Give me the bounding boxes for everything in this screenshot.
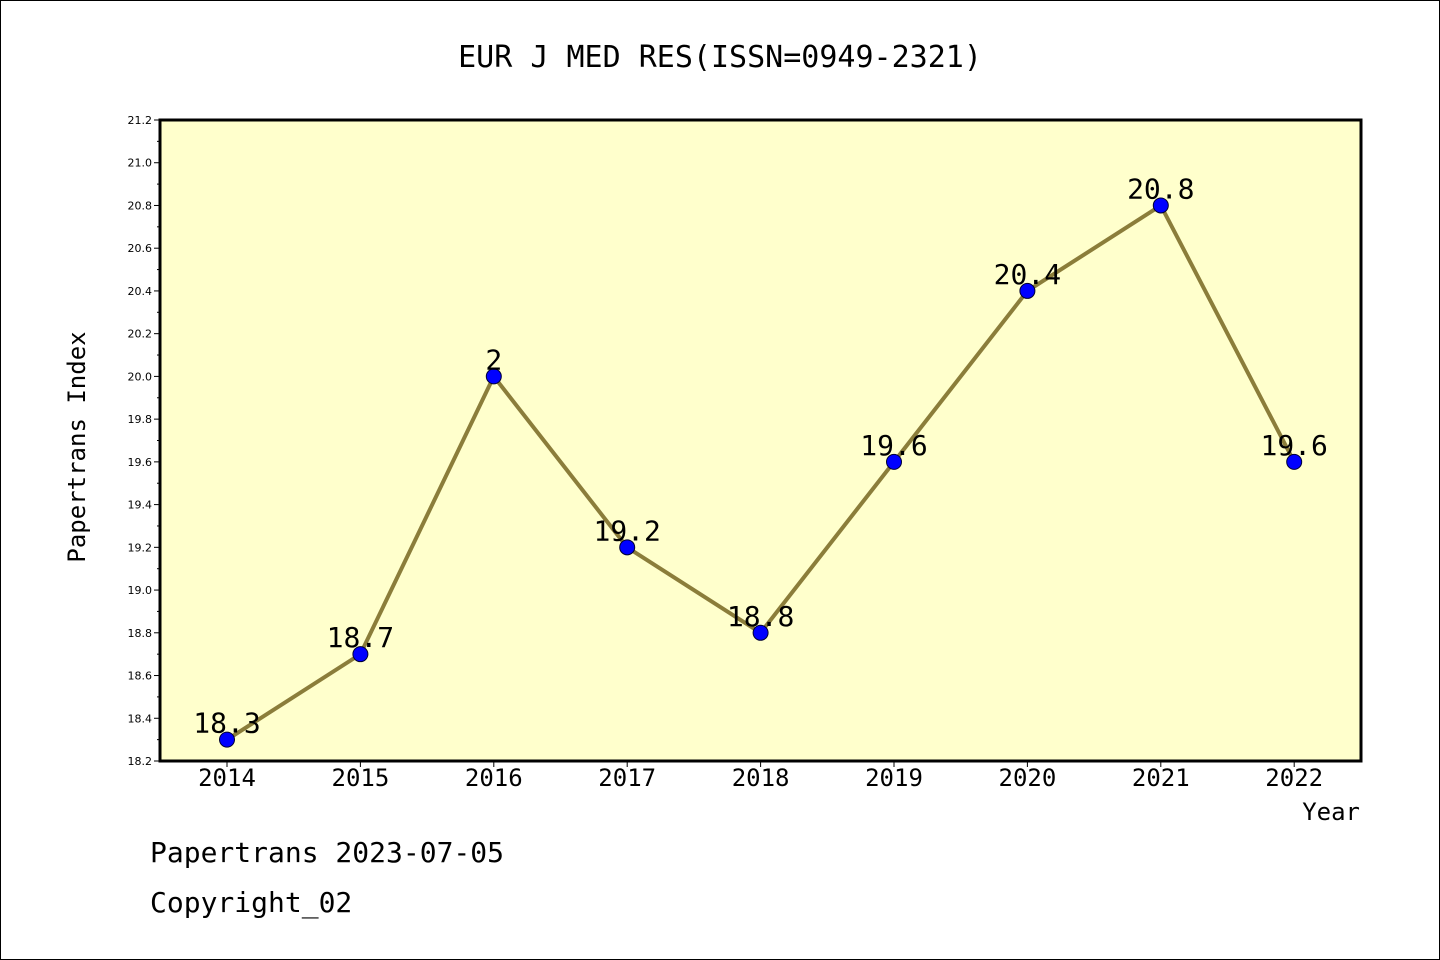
x-tick-label: 2018 xyxy=(732,764,790,792)
data-label: 2 xyxy=(485,343,502,376)
data-label: 18.7 xyxy=(327,621,394,654)
x-tick-label: 2020 xyxy=(999,764,1057,792)
y-tick-label: 19.0 xyxy=(128,584,153,597)
x-tick-label: 2019 xyxy=(865,764,923,792)
x-tick-label: 2015 xyxy=(332,764,390,792)
data-label: 19.2 xyxy=(593,514,660,547)
y-axis: 18.2 18.4 18.6 18.8 19.0 19.2 19.4 19.6 19.8 20.0… xyxy=(128,114,160,768)
data-point-marker xyxy=(1152,197,1169,214)
x-tick-label: 2014 xyxy=(198,764,256,792)
y-tick-label: 19.2 xyxy=(128,541,153,554)
y-tick-label: 19.4 xyxy=(128,499,153,512)
data-label: 20.8 xyxy=(1127,172,1194,205)
data-point-marker xyxy=(619,539,636,556)
x-axis-label: Year xyxy=(1302,798,1360,826)
y-tick-label: 20.2 xyxy=(128,328,153,341)
data-point-marker xyxy=(752,624,769,641)
data-point-marker xyxy=(1286,453,1303,470)
y-tick-label: 19.8 xyxy=(128,413,153,426)
data-point-marker xyxy=(352,646,369,663)
data-point-marker xyxy=(219,731,235,748)
data-point-marker xyxy=(1019,282,1036,299)
y-tick-label: 20.8 xyxy=(128,199,153,212)
y-tick-label: 20.0 xyxy=(128,370,153,383)
data-points xyxy=(219,197,1303,748)
plot-border xyxy=(158,118,1363,763)
data-label: 19.6 xyxy=(860,429,927,462)
data-point-marker xyxy=(886,453,902,470)
data-point-marker xyxy=(485,368,502,385)
data-label: 18.8 xyxy=(727,600,794,633)
y-tick-label: 18.4 xyxy=(128,712,153,725)
data-label: 20.4 xyxy=(994,258,1061,291)
y-tick-label: 20.6 xyxy=(128,242,153,255)
chart-title: EUR J MED RES(ISSN=0949-2321) xyxy=(458,40,982,75)
data-label: 19.6 xyxy=(1260,429,1327,462)
footer-date: Papertrans 2023-07-05 xyxy=(150,836,505,869)
y-tick-label: 20.4 xyxy=(128,285,153,298)
y-tick-label: 18.2 xyxy=(128,755,153,768)
x-tick-label: 2022 xyxy=(1265,764,1323,792)
data-label: 18.3 xyxy=(193,707,260,740)
x-tick-label: 2021 xyxy=(1132,764,1190,792)
y-tick-label: 21.2 xyxy=(128,114,153,127)
y-tick-label: 18.6 xyxy=(128,670,153,683)
y-tick-label: 19.6 xyxy=(128,456,153,469)
y-tick-label: 18.8 xyxy=(128,627,153,640)
data-labels: 18.3 18.7 2 19.2 18.8 19.6 20.4 20.8 19.6 xyxy=(193,172,1328,739)
x-tick-label: 2016 xyxy=(465,764,523,792)
y-tick-label: 21.0 xyxy=(128,157,153,170)
x-axis: 2014 2015 2016 2017 2018 2019 2020 2021 2022 xyxy=(198,761,1323,792)
y-axis-label: Papertrans Index xyxy=(63,331,91,562)
footer-copyright: Copyright_02 xyxy=(150,886,353,919)
x-tick-label: 2017 xyxy=(598,764,656,792)
